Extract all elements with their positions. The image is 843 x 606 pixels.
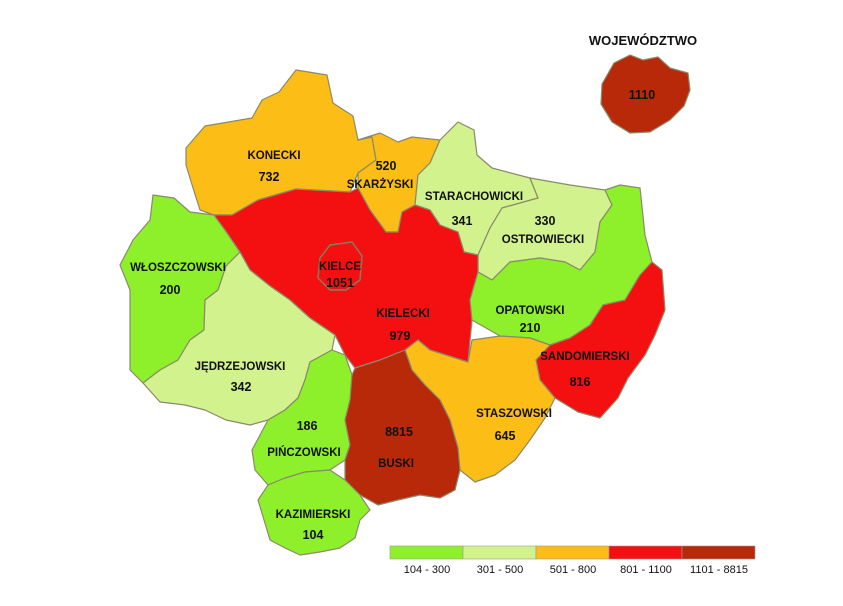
- value-kielce: 1051: [326, 276, 354, 290]
- label-skarzyski: SKARŻYSKI: [347, 178, 413, 191]
- county-kazimierski[interactable]: [257, 469, 371, 556]
- legend-label-2: 301 - 500: [477, 564, 523, 576]
- value-skarzyski: 520: [376, 159, 397, 173]
- legend-swatch-1: [389, 545, 464, 560]
- legend-label-4: 801 - 1100: [620, 564, 672, 576]
- value-pinczowski: 186: [297, 419, 318, 433]
- label-kielce: KIELCE: [319, 261, 362, 273]
- label-staszowski: STASZOWSKI: [476, 408, 552, 420]
- value-kielecki: 979: [390, 329, 411, 343]
- voivodeship-value: 1110: [629, 88, 655, 102]
- value-jedrzejowski: 342: [231, 380, 252, 394]
- legend-swatch-4: [608, 545, 683, 560]
- label-konecki: KONECKI: [247, 150, 300, 162]
- label-sandomierski: SANDOMIERSKI: [540, 351, 629, 363]
- label-opatowski: OPATOWSKI: [496, 305, 565, 317]
- value-wloszczowski: 200: [160, 283, 181, 297]
- value-opatowski: 210: [520, 321, 541, 335]
- map-title: WOJEWÓDZTWO: [589, 33, 697, 48]
- value-konecki: 732: [259, 170, 280, 184]
- kielce-city-border: [317, 241, 363, 291]
- label-pinczowski: PIŃCZOWSKI: [267, 446, 340, 459]
- value-kazimierski: 104: [303, 528, 324, 542]
- value-sandomierski: 816: [570, 375, 591, 389]
- legend-swatch-3: [535, 545, 610, 560]
- legend-label-3: 501 - 800: [550, 564, 596, 576]
- label-jedrzejowski: JĘDRZEJOWSKI: [195, 361, 286, 373]
- legend-swatch-2: [462, 545, 537, 560]
- value-buski: 8815: [385, 425, 413, 439]
- label-ostrowiecki: OSTROWIECKI: [502, 234, 584, 246]
- value-starachowicki: 341: [452, 214, 473, 228]
- voivodeship-shape: [600, 54, 691, 134]
- county-buski[interactable]: [344, 349, 461, 506]
- legend-label-1: 104 - 300: [404, 564, 450, 576]
- legend-swatch-5: [681, 545, 756, 560]
- label-starachowicki: STARACHOWICKI: [425, 191, 523, 203]
- label-buski: BUSKI: [378, 458, 414, 470]
- label-wloszczowski: WŁOSZCZOWSKI: [130, 262, 226, 274]
- value-staszowski: 645: [495, 429, 516, 443]
- label-kielecki: KIELECKI: [376, 308, 430, 320]
- label-kazimierski: KAZIMIERSKI: [276, 509, 351, 521]
- legend-label-5: 1101 - 8815: [690, 564, 748, 576]
- value-ostrowiecki: 330: [535, 214, 556, 228]
- legend: 104 - 300 301 - 500 501 - 800 801 - 1100…: [389, 545, 756, 576]
